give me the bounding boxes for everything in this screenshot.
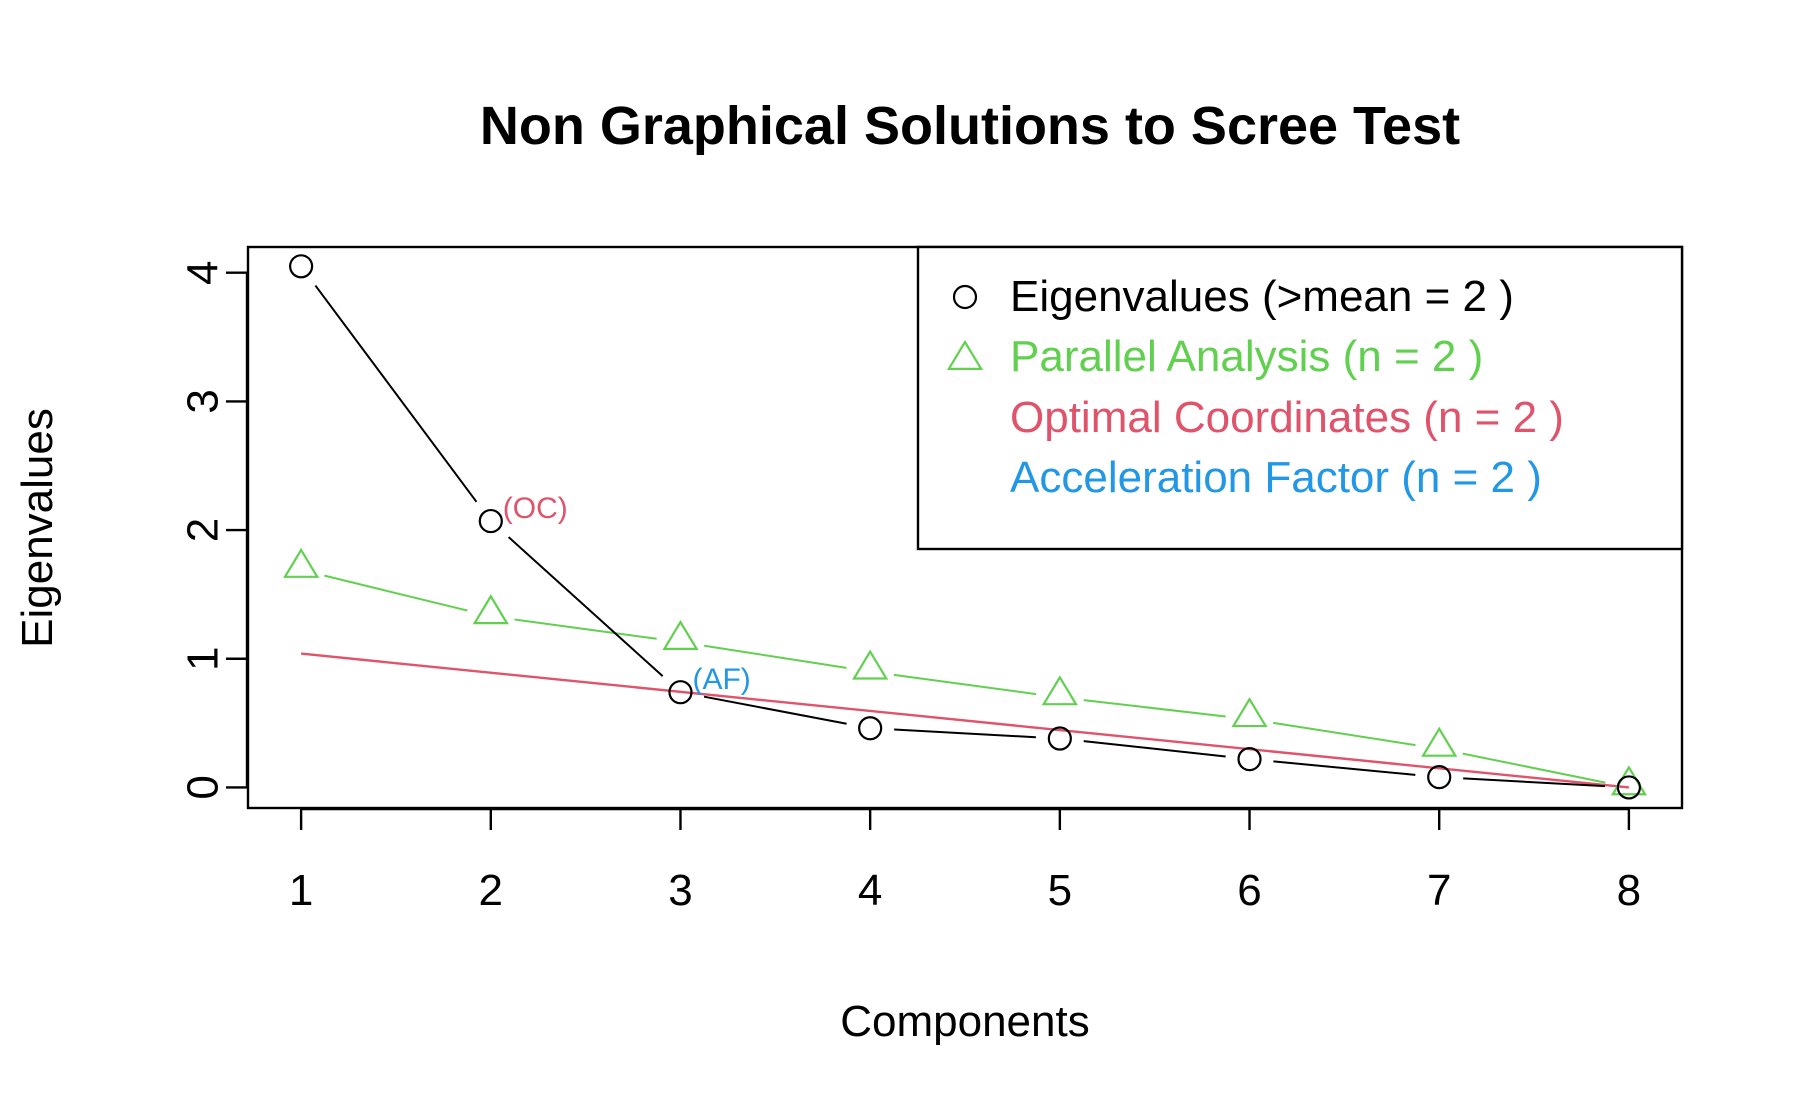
parallel-analysis-segment-1 xyxy=(324,574,468,612)
eigenvalues-series xyxy=(289,254,1641,800)
eigenvalues-segment-3 xyxy=(703,695,847,725)
y-axis-label: Eigenvalues xyxy=(13,408,62,648)
parallel-analysis-segment-5 xyxy=(1083,699,1226,718)
legend-marker-parallel-analysis xyxy=(946,339,984,370)
annotation-layer: (OC) (AF) xyxy=(503,492,751,696)
eigenvalue-point-1 xyxy=(289,254,314,279)
x-tick-label-4: 4 xyxy=(858,866,882,915)
legend-label-4: Acceleration Factor (n = 2 ) xyxy=(1010,453,1542,502)
parallel-analysis-segment-4 xyxy=(893,673,1037,696)
legend-label-2: Parallel Analysis (n = 2 ) xyxy=(1010,332,1483,381)
legend-label-3: Optimal Coordinates (n = 2 ) xyxy=(1010,393,1564,442)
eigenvalues-segment-4 xyxy=(894,728,1036,739)
x-tick-label-5: 5 xyxy=(1048,866,1072,915)
parallel-analysis-segment-2 xyxy=(514,618,657,640)
x-tick-label-7: 7 xyxy=(1427,866,1451,915)
parallel-analysis-point-2 xyxy=(472,594,509,625)
eigenvalues-segment-7 xyxy=(1463,777,1605,788)
parallel-analysis-point-1 xyxy=(283,547,320,578)
parallel-analysis-segment-7 xyxy=(1462,752,1606,784)
parallel-analysis-point-6 xyxy=(1231,697,1268,728)
x-tick-label-2: 2 xyxy=(479,866,503,915)
legend-box xyxy=(916,245,1684,551)
series-layer xyxy=(283,254,1647,800)
parallel-analysis-point-3 xyxy=(662,619,699,650)
y-axis: 0 1 2 3 4 xyxy=(178,260,249,800)
eigenvalue-point-8 xyxy=(1616,775,1641,800)
x-tick-label-6: 6 xyxy=(1237,866,1261,915)
y-tick-label-1: 1 xyxy=(178,647,227,671)
parallel-analysis-segment-3 xyxy=(704,644,847,669)
eigenvalues-segment-2 xyxy=(507,536,664,677)
eigenvalue-point-3 xyxy=(668,680,693,705)
optimal-coordinates-line xyxy=(300,652,1630,789)
x-axis-label: Components xyxy=(840,997,1089,1046)
parallel-analysis-point-5 xyxy=(1041,675,1078,706)
eigenvalue-point-5 xyxy=(1047,726,1072,751)
x-tick-label-1: 1 xyxy=(289,866,313,915)
legend-label-1: Eigenvalues (>mean = 2 ) xyxy=(1010,272,1514,321)
x-axis: 1 2 3 4 5 6 7 8 xyxy=(289,807,1641,915)
y-tick-label-2: 2 xyxy=(178,518,227,542)
optimal-coordinates-series xyxy=(300,652,1630,789)
eigenvalue-point-2 xyxy=(478,508,503,534)
y-tick-label-3: 3 xyxy=(178,389,227,413)
legend-marker-eigenvalues xyxy=(952,284,978,310)
x-tick-label-8: 8 xyxy=(1617,866,1641,915)
eigenvalues-segment-1 xyxy=(314,284,478,503)
chart-title: Non Graphical Solutions to Scree Test xyxy=(480,96,1460,156)
parallel-analysis-point-7 xyxy=(1421,726,1458,757)
y-tick-label-4: 4 xyxy=(178,260,227,284)
eigenvalues-segment-5 xyxy=(1083,740,1226,758)
eigenvalue-point-4 xyxy=(858,716,883,741)
y-tick-label-0: 0 xyxy=(178,775,227,799)
parallel-analysis-segment-6 xyxy=(1273,721,1416,747)
annotation-oc: (OC) xyxy=(503,492,568,525)
eigenvalue-point-6 xyxy=(1237,747,1262,772)
eigenvalue-point-7 xyxy=(1427,765,1452,790)
legend: Eigenvalues (>mean = 2 ) Parallel Analysi… xyxy=(916,245,1684,551)
parallel-analysis-point-4 xyxy=(852,649,889,680)
parallel-analysis-series xyxy=(283,547,1647,796)
eigenvalues-segment-6 xyxy=(1273,760,1416,776)
annotation-af: (AF) xyxy=(692,663,750,696)
x-tick-label-3: 3 xyxy=(668,866,692,915)
